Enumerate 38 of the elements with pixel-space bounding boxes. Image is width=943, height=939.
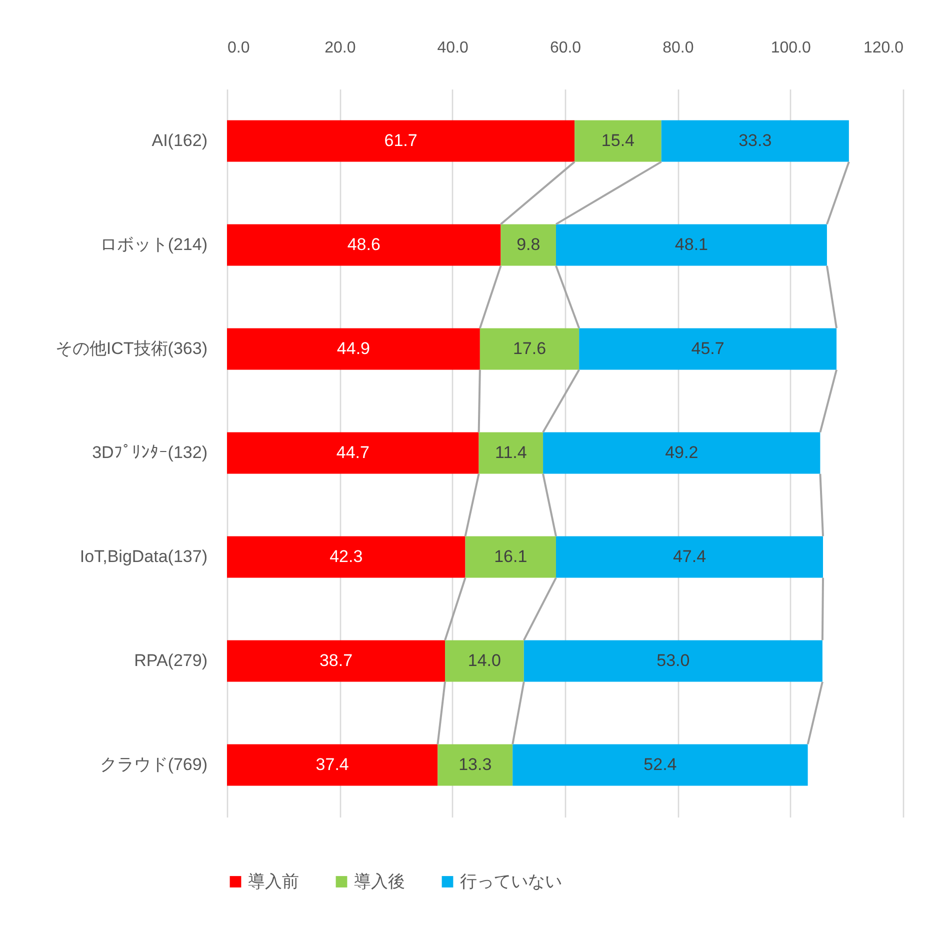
- data-label: 11.4: [495, 443, 527, 462]
- data-label: 13.3: [458, 755, 492, 774]
- y-tick-label: AI(162): [152, 131, 208, 150]
- data-label: 33.3: [738, 131, 772, 150]
- y-tick-label: クラウド(769): [100, 755, 208, 774]
- data-label: 38.7: [319, 651, 353, 670]
- data-label: 14.0: [468, 651, 501, 670]
- y-tick-label: その他ICT技術(363): [55, 339, 208, 358]
- data-label: 52.4: [644, 755, 677, 774]
- data-label: 48.1: [674, 235, 708, 254]
- data-label: 45.7: [691, 339, 724, 358]
- data-label: 16.1: [494, 547, 528, 566]
- data-label: 53.0: [656, 651, 690, 670]
- data-label: 44.9: [336, 339, 370, 358]
- legend-label: 導入後: [354, 872, 405, 891]
- x-tick-label: 20.0: [324, 40, 356, 56]
- data-label: 15.4: [601, 131, 634, 150]
- legend-label: 行っていない: [460, 872, 562, 891]
- data-label: 9.8: [516, 235, 540, 254]
- data-label: 17.6: [512, 339, 546, 358]
- data-label: 37.4: [316, 755, 349, 774]
- x-tick-label: 100.0: [770, 40, 811, 56]
- y-tick-label: RPA(279): [134, 651, 208, 670]
- x-tick-label: 120.0: [863, 40, 904, 56]
- data-label: 47.4: [672, 547, 706, 566]
- y-tick-label: 3Dﾌﾟﾘﾝﾀｰ(132): [92, 443, 208, 462]
- data-label: 44.7: [336, 443, 370, 462]
- x-tick-label: 80.0: [662, 40, 694, 56]
- x-tick-label: 40.0: [437, 40, 469, 56]
- y-tick-label: ロボット(214): [100, 235, 208, 254]
- data-label: 48.6: [347, 235, 380, 254]
- y-tick-label: IoT,BigData(137): [80, 547, 208, 566]
- x-tick-label: 60.0: [550, 40, 582, 56]
- data-label: 61.7: [384, 131, 418, 150]
- data-label: 49.2: [665, 443, 698, 462]
- x-tick-label: 0.0: [228, 40, 250, 56]
- data-label: 42.3: [330, 547, 363, 566]
- legend-label: 導入前: [248, 872, 299, 891]
